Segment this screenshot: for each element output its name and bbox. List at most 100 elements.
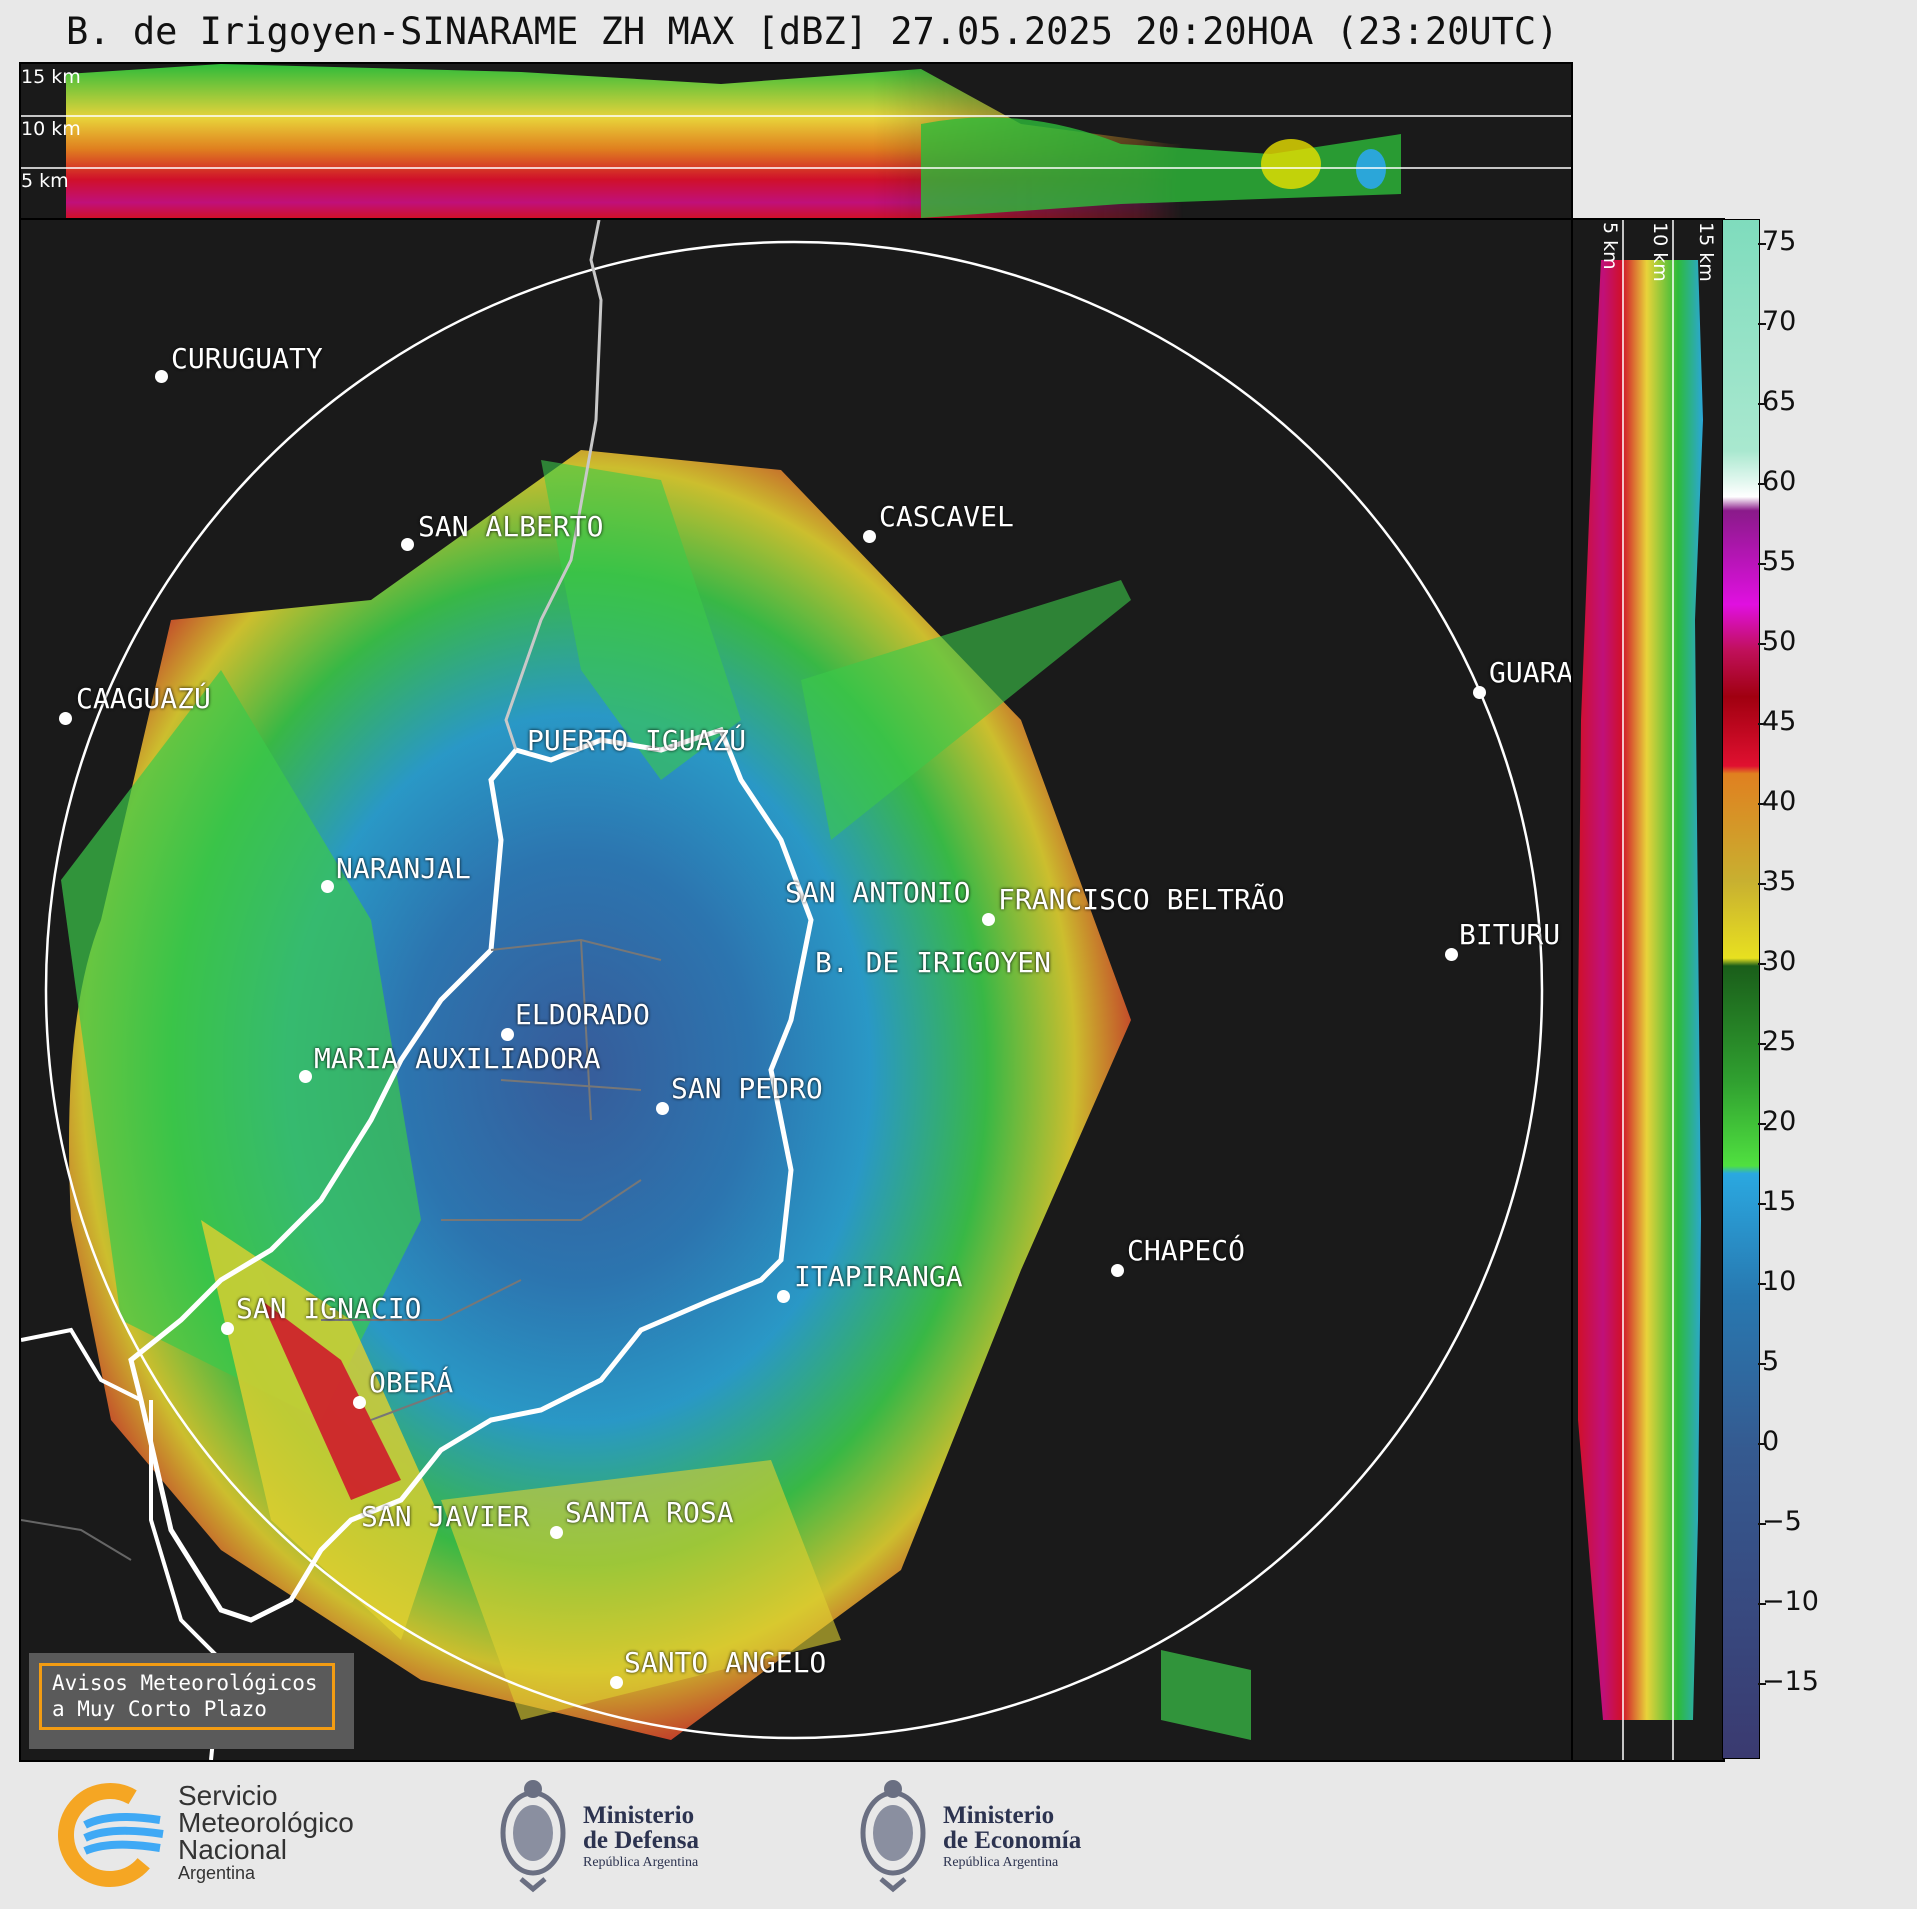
top-cross-section-panel: 15 km 10 km 5 km (19, 62, 1573, 220)
colorbar-tick-50: 50 (1762, 626, 1797, 657)
city-dot-san-alberto (401, 538, 414, 551)
colorbar-tick-mark (1758, 483, 1766, 485)
radar-reflectivity-image (21, 220, 1544, 1760)
city-label-san-alberto: SAN ALBERTO (418, 510, 604, 543)
colorbar-tick-75: 75 (1762, 226, 1797, 257)
side-altitude-10km: 10 km (1649, 222, 1671, 282)
city-label-san-antonio: SAN ANTONIO (785, 876, 971, 909)
colorbar-tick-minus-10: −10 (1762, 1586, 1819, 1617)
city-dot-curuguaty (155, 370, 168, 383)
colorbar-tick-mark (1758, 1683, 1766, 1685)
city-dot-chapeco (1111, 1264, 1124, 1277)
colorbar-tick-30: 30 (1762, 946, 1797, 977)
top-cross-section-image (21, 64, 1571, 218)
city-dot-caaguazu (59, 712, 72, 725)
economia-logo: Ministerio de Economía República Argenti… (855, 1775, 1135, 1895)
colorbar-tick-mark (1758, 403, 1766, 405)
top-altitude-5km: 5 km (21, 170, 69, 192)
city-dot-santa-rosa (550, 1526, 563, 1539)
city-dot-eldorado (501, 1028, 514, 1041)
city-label-san-javier: SAN JAVIER (361, 1500, 530, 1533)
colorbar-tick-70: 70 (1762, 306, 1797, 337)
radar-map: CURUGUATY SAN ALBERTO CASCAVEL CAAGUAZÚ … (19, 218, 1573, 1762)
colorbar-tick-0: 0 (1762, 1426, 1780, 1457)
colorbar-tick-65: 65 (1762, 386, 1797, 417)
colorbar-tick-mark (1758, 563, 1766, 565)
colorbar-tick-10: 10 (1762, 1266, 1797, 1297)
top-altitude-10km: 10 km (21, 118, 81, 140)
city-label-san-pedro: SAN PEDRO (671, 1072, 823, 1105)
city-label-santo-angelo: SANTO ANGELO (624, 1646, 827, 1679)
economia-logo-line-3: República Argentina (943, 1855, 1059, 1870)
colorbar-tick-5: 5 (1762, 1346, 1780, 1377)
colorbar-tick-mark (1758, 1523, 1766, 1525)
colorbar-tick-mark (1758, 643, 1766, 645)
city-label-santa-rosa: SANTA ROSA (565, 1496, 734, 1529)
city-dot-cascavel (863, 530, 876, 543)
city-dot-maria-auxiliadora (299, 1070, 312, 1083)
colorbar-tick-mark (1758, 1283, 1766, 1285)
notice-text: Avisos Meteorológicos a Muy Corto Plazo (39, 1663, 335, 1730)
colorbar-tick-mark (1758, 1203, 1766, 1205)
colorbar-tick-minus-15: −15 (1762, 1666, 1819, 1697)
colorbar-tick-mark (1758, 963, 1766, 965)
city-label-chapeco: CHAPECÓ (1127, 1234, 1246, 1267)
smn-logo: Servicio Meteorológico Nacional Argentin… (55, 1780, 395, 1890)
colorbar-tick-mark (1758, 1363, 1766, 1365)
colorbar-tick-minus-5: −5 (1762, 1506, 1802, 1537)
colorbar-tick-mark (1758, 323, 1766, 325)
colorbar-tick-15: 15 (1762, 1186, 1797, 1217)
defensa-logo-line-1: Ministerio (583, 1802, 695, 1829)
defensa-shield-icon (500, 1780, 566, 1893)
city-label-obera: OBERÁ (369, 1366, 454, 1399)
smn-logo-line-2: Meteorológico (178, 1807, 354, 1838)
colorbar-tick-mark (1758, 1123, 1766, 1125)
city-dot-naranjal (321, 880, 334, 893)
city-label-itapiranga: ITAPIRANGA (794, 1260, 963, 1293)
notice-line-2: a Muy Corto Plazo (52, 1697, 267, 1721)
city-label-eldorado: ELDORADO (515, 998, 650, 1031)
colorbar-tick-35: 35 (1762, 866, 1797, 897)
defensa-logo: Ministerio de Defensa República Argentin… (495, 1775, 775, 1895)
colorbar-tick-mark (1758, 1043, 1766, 1045)
top-altitude-15km: 15 km (21, 66, 81, 88)
notice-box: Avisos Meteorológicos a Muy Corto Plazo (29, 1653, 354, 1749)
smn-logo-icon (58, 1783, 164, 1887)
city-label-francisco-beltrao: FRANCISCO BELTRÃO (998, 883, 1285, 916)
colorbar-tick-25: 25 (1762, 1026, 1797, 1057)
colorbar-tick-mark (1758, 243, 1766, 245)
economia-logo-line-1: Ministerio (943, 1802, 1055, 1829)
city-label-maria-auxiliadora: MARIA AUXILIADORA (314, 1042, 601, 1075)
city-dot-itapiranga (777, 1290, 790, 1303)
colorbar-tick-mark (1758, 723, 1766, 725)
colorbar-tick-40: 40 (1762, 786, 1797, 817)
side-cross-section-panel: 5 km 10 km 15 km (1571, 218, 1725, 1762)
city-label-caaguazu: CAAGUAZÚ (76, 682, 211, 715)
colorbar-tick-mark (1758, 883, 1766, 885)
city-label-naranjal: NARANJAL (336, 852, 471, 885)
city-label-bituru: BITURU (1459, 918, 1561, 951)
colorbar-tick-mark (1758, 1603, 1766, 1605)
city-dot-santo-angelo (610, 1676, 623, 1689)
city-label-puerto-iguazu: PUERTO IGUAZÚ (527, 724, 747, 757)
colorbar-tick-mark (1758, 803, 1766, 805)
dbz-colorbar (1722, 219, 1760, 1759)
side-altitude-15km: 15 km (1695, 222, 1717, 282)
city-label-b-de-irigoyen: B. DE IRIGOYEN (815, 946, 1052, 979)
colorbar-tick-mark (1758, 1443, 1766, 1445)
city-label-curuguaty: CURUGUATY (171, 342, 323, 375)
city-label-cascavel: CASCAVEL (879, 500, 1014, 533)
city-dot-francisco-beltrao (982, 913, 995, 926)
notice-line-1: Avisos Meteorológicos (52, 1671, 318, 1695)
defensa-logo-line-3: República Argentina (583, 1855, 699, 1870)
city-dot-bituru (1445, 948, 1458, 961)
smn-logo-line-4: Argentina (178, 1863, 256, 1883)
economia-shield-icon (860, 1780, 926, 1893)
city-label-guara: GUARA (1489, 656, 1573, 689)
colorbar-tick-45: 45 (1762, 706, 1797, 737)
colorbar-tick-55: 55 (1762, 546, 1797, 577)
city-dot-obera (353, 1396, 366, 1409)
defensa-logo-line-2: de Defensa (583, 1827, 699, 1854)
side-altitude-5km: 5 km (1599, 222, 1621, 270)
smn-logo-line-1: Servicio (178, 1780, 278, 1811)
